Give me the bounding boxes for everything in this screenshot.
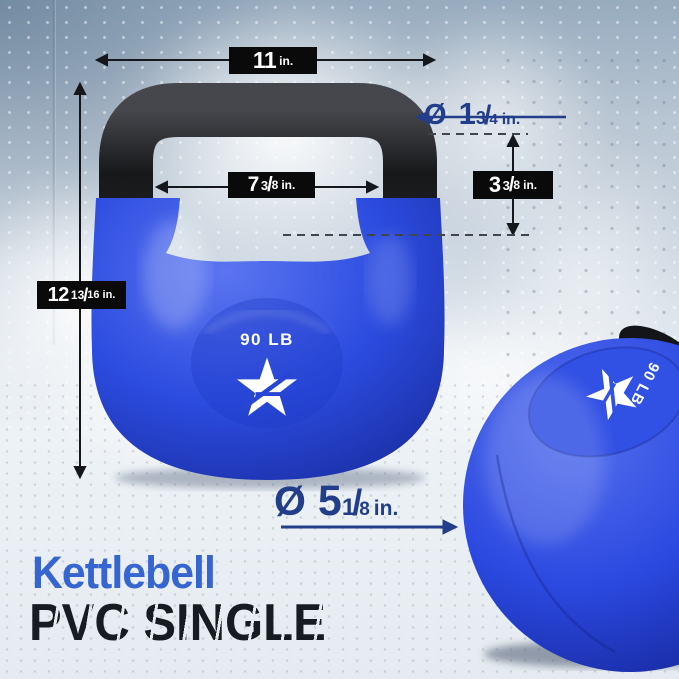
sphere-crease xyxy=(495,454,616,654)
arrowhead-left-icon xyxy=(94,53,108,67)
face-highlight xyxy=(204,310,331,334)
arrowhead-up-icon xyxy=(506,133,520,147)
arrowhead-right-icon xyxy=(442,519,459,535)
brand-star-icon xyxy=(585,369,637,421)
dimension-label-clearance-height: 3 3/8 in. xyxy=(473,171,553,199)
arrowhead-left-icon xyxy=(154,180,168,194)
dimension-label-top-width: 11 in. xyxy=(229,47,317,74)
arrowhead-right-icon xyxy=(423,53,437,67)
caption-product-type: PVC SINGLE xyxy=(29,593,326,652)
diameter-symbol: Ø xyxy=(424,99,447,131)
brand-star-icon xyxy=(236,357,298,416)
arrowhead-right-icon xyxy=(366,180,380,194)
dimension-label-bell-diameter: Ø 5 1/8 in. xyxy=(274,477,399,525)
dimension-label-overall-height: 12 13/16 in. xyxy=(37,281,126,309)
arrowhead-up-icon xyxy=(73,81,87,95)
diameter-symbol: Ø xyxy=(274,478,306,524)
body-highlight xyxy=(143,220,207,330)
dimension-label-grip-width: 7 3/8 in. xyxy=(228,172,315,198)
arrowhead-down-icon xyxy=(506,223,520,237)
main-kettlebell-handle xyxy=(99,83,437,252)
dimension-label-handle-diameter: Ø 1 3/4 in. xyxy=(424,96,521,131)
body-highlight xyxy=(368,235,412,325)
arrowhead-down-icon xyxy=(73,466,87,480)
caption-product-name: Kettlebell xyxy=(32,547,216,598)
arrowhead-left-icon xyxy=(414,110,430,124)
sphere-highlight xyxy=(485,375,605,545)
weight-label: 90 LB xyxy=(240,330,294,349)
